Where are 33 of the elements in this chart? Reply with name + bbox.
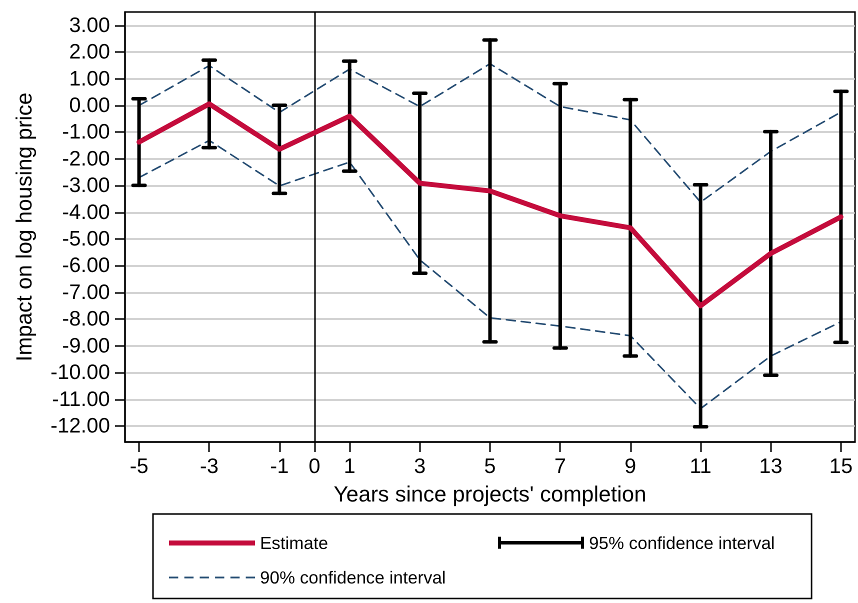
x-tick-label: 13 bbox=[759, 455, 782, 478]
y-tick-label: -4.00 bbox=[62, 200, 110, 224]
legend-label: Estimate bbox=[260, 533, 328, 553]
x-tick-label: 9 bbox=[624, 455, 636, 478]
x-tick-label: 3 bbox=[414, 455, 426, 478]
y-tick-label: 2.00 bbox=[69, 40, 110, 64]
y-tick-label: -2.00 bbox=[62, 147, 110, 170]
y-tick-label: -9.00 bbox=[62, 334, 110, 358]
x-tick-label: -5 bbox=[130, 455, 148, 478]
x-tick-label: 0 bbox=[308, 455, 320, 478]
y-tick-label: -7.00 bbox=[62, 280, 110, 304]
y-tick-label: -5.00 bbox=[62, 228, 110, 251]
x-axis-title: Years since projects' completion bbox=[334, 482, 646, 506]
x-tick-label: -3 bbox=[200, 455, 219, 478]
y-tick-label: -10.00 bbox=[50, 361, 110, 384]
y-tick-label: -6.00 bbox=[62, 254, 110, 278]
x-tick-label: -1 bbox=[270, 455, 289, 478]
y-tick-label: -12.00 bbox=[50, 414, 110, 438]
y-tick-label: 1.00 bbox=[69, 67, 110, 90]
x-tick-label: 7 bbox=[554, 455, 566, 478]
x-tick-label: 11 bbox=[690, 455, 712, 478]
y-tick-label: -3.00 bbox=[62, 174, 110, 198]
y-tick-label: -11.00 bbox=[52, 388, 110, 411]
y-tick-label: 3.00 bbox=[69, 14, 110, 37]
x-tick-label: 1 bbox=[344, 455, 356, 478]
y-tick-label: -1.00 bbox=[62, 120, 110, 144]
x-tick-label: 5 bbox=[484, 455, 496, 478]
y-axis-title: Impact on log housing price bbox=[12, 92, 36, 362]
x-tick-label: 15 bbox=[829, 455, 853, 478]
y-tick-label: 0.00 bbox=[69, 94, 110, 117]
legend-label: 90% confidence interval bbox=[260, 568, 446, 588]
y-tick-label: -8.00 bbox=[62, 308, 110, 331]
text: 95% confidence interval bbox=[589, 532, 775, 553]
